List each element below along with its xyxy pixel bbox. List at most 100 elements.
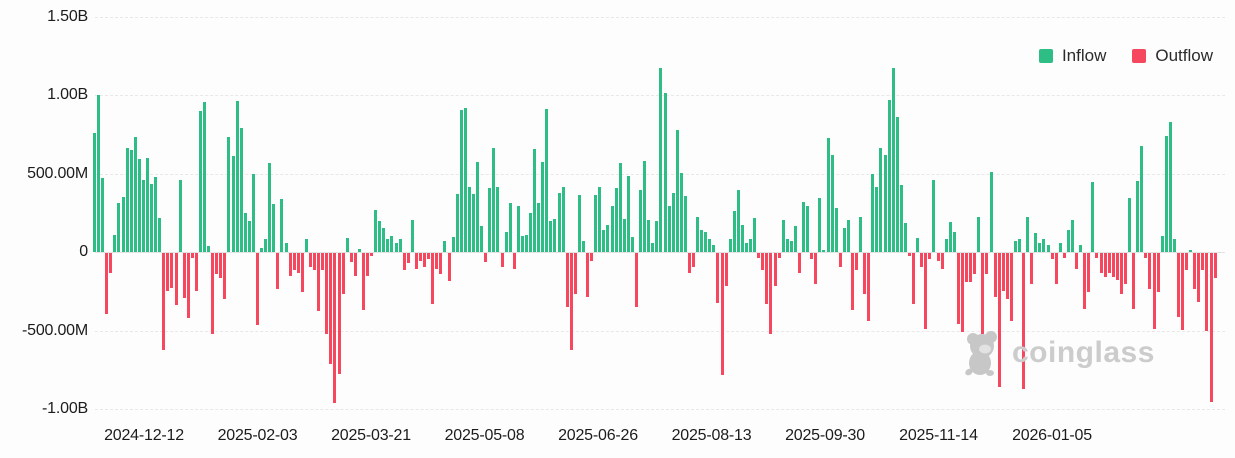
inflow-bar [386,239,390,252]
legend-item-inflow-label: Inflow [1061,46,1107,65]
outflow-bar [1103,253,1107,278]
inflow-bar [903,222,907,252]
coinglass-watermark-text: coinglass [1012,336,1155,369]
outflow-bar [337,253,341,374]
outflow-bar [956,253,960,325]
outflow-bar [406,253,410,264]
inflow-bar [826,138,830,252]
outflow-bar [1115,253,1119,281]
outflow-bar [1095,253,1099,258]
outflow-bar [276,253,280,290]
outflow-bar [447,253,451,282]
outflow-bar [797,253,801,273]
y-axis-tick-label: 1.50B [47,7,88,25]
inflow-bar [476,161,480,252]
outflow-bar [215,253,219,275]
inflow-bar [480,226,484,252]
outflow-bar [724,253,728,286]
inflow-bar [647,219,651,252]
inflow-bar [537,203,541,252]
inflow-bar [989,171,993,252]
legend: Inflow Outflow [1038,46,1213,66]
outflow-bar [353,253,357,276]
outflow-bar [329,253,333,364]
outflow-bar [838,253,842,268]
inflow-bar [463,108,467,252]
x-axis-tick-label: 2024-12-12 [104,427,184,444]
inflow-bar [178,179,182,252]
gridline [95,252,1225,253]
inflow-bar [740,224,744,252]
outflow-bar [1152,253,1156,330]
outflow-swatch-icon [1132,49,1147,63]
inflow-bar [875,186,879,252]
inflow-bar [753,218,757,252]
legend-item-outflow[interactable]: Outflow [1132,46,1213,66]
inflow-bar [1013,241,1017,252]
outflow-bar [1156,253,1160,293]
outflow-bar [1054,253,1058,284]
inflow-bar [1079,244,1083,252]
outflow-bar [435,253,439,269]
outflow-bar [402,253,406,271]
inflow-bar [582,241,585,252]
x-axis-tick-label: 2026-01-05 [1012,427,1092,444]
inflow-bar [1172,238,1176,252]
outflow-bar [997,253,1001,388]
outflow-bar [1030,253,1034,285]
outflow-bar [317,253,321,312]
legend-item-inflow[interactable]: Inflow [1038,46,1107,66]
outflow-bar [940,253,944,269]
outflow-bar [1075,253,1079,269]
inflow-bar [133,137,137,252]
inflow-bar [781,219,785,252]
inflow-bar [207,245,211,252]
outflow-bar [414,253,418,269]
inflow-bar [899,185,903,252]
outflow-bar [427,253,431,260]
inflow-bar [394,242,398,252]
inflow-bar [97,95,101,252]
outflow-bar [765,253,769,305]
outflow-bar [423,253,427,268]
inflow-bar [154,176,158,252]
outflow-bar [569,253,573,351]
inflow-bar [802,201,806,252]
outflow-bar [814,253,818,285]
inflow-bar [749,239,753,252]
inflow-bar [696,217,700,252]
inflow-bar [529,212,533,252]
outflow-bar [757,253,761,258]
outflow-bar [308,253,312,268]
inflow-bar [390,236,394,252]
outflow-bar [484,253,488,262]
outflow-bar [341,253,345,294]
inflow-bar [594,194,598,252]
outflow-bar [1087,253,1091,293]
outflow-bar [850,253,854,311]
inflow-bar [398,239,402,252]
inflow-bar [708,238,712,252]
outflow-bar [366,253,370,276]
outflow-bar [1197,253,1201,303]
inflow-bar [239,127,243,252]
outflow-bar [969,253,973,283]
outflow-bar [1009,253,1013,321]
inflow-bar [471,193,475,252]
outflow-bar [223,253,227,299]
inflow-bar [508,203,512,252]
outflow-bar [512,253,516,269]
inflow-bar [732,211,736,252]
inflow-bar [93,132,96,252]
outflow-bar [1119,253,1123,294]
outflow-bar [256,253,259,326]
inflow-bar [806,206,810,252]
x-axis-tick-label: 2025-05-08 [444,427,525,444]
inflow-bar [117,203,121,252]
inflow-bar [1038,243,1042,252]
outflow-bar [985,253,989,275]
inflow-bar [1058,243,1062,252]
inflow-bar [231,156,235,252]
outflow-bar [1005,253,1009,299]
outflow-bar [370,253,374,257]
